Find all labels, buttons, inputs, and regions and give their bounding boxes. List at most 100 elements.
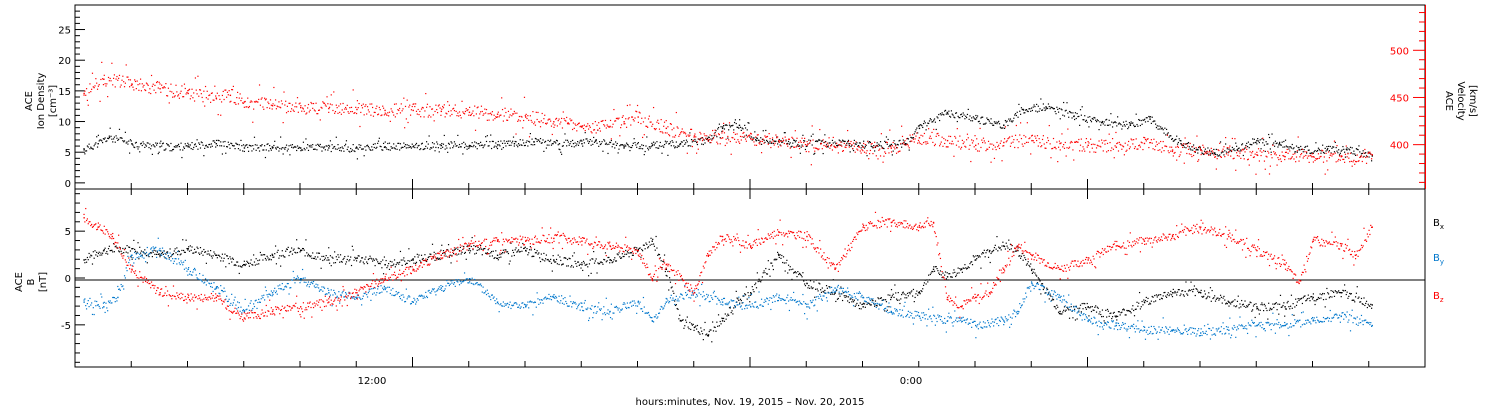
velocity-point bbox=[998, 144, 1000, 146]
bx-point bbox=[352, 249, 354, 251]
velocity-point bbox=[789, 147, 791, 149]
bx-point bbox=[234, 264, 236, 266]
velocity-point bbox=[1168, 152, 1170, 154]
density-point bbox=[420, 143, 423, 145]
density-point bbox=[725, 124, 727, 126]
density-point bbox=[1058, 107, 1061, 110]
density-point bbox=[116, 137, 118, 139]
density-point bbox=[1322, 151, 1325, 154]
density-point bbox=[188, 146, 191, 148]
bx-point bbox=[758, 278, 760, 280]
velocity-point bbox=[455, 110, 457, 113]
density-point bbox=[335, 136, 337, 138]
bx-point bbox=[847, 296, 850, 298]
density-point bbox=[485, 136, 487, 138]
density-point bbox=[1155, 126, 1158, 129]
density-point bbox=[1311, 152, 1313, 154]
velocity-point bbox=[1310, 154, 1312, 156]
bx-point bbox=[604, 252, 607, 254]
bx-point bbox=[1160, 294, 1162, 296]
velocity-point bbox=[1103, 140, 1105, 142]
bx-point bbox=[1074, 308, 1076, 310]
velocity-point bbox=[523, 96, 526, 98]
density-point bbox=[302, 141, 305, 143]
velocity-point bbox=[1300, 152, 1303, 155]
bx-point bbox=[1139, 308, 1142, 310]
by-point bbox=[94, 300, 96, 302]
velocity-point bbox=[921, 143, 923, 145]
velocity-point bbox=[687, 134, 689, 136]
velocity-point bbox=[970, 160, 972, 163]
density-point bbox=[1118, 122, 1120, 124]
velocity-point bbox=[594, 121, 596, 123]
density-point bbox=[566, 145, 568, 147]
density-point bbox=[149, 143, 151, 145]
bx-point bbox=[471, 236, 473, 239]
velocity-point bbox=[581, 125, 583, 128]
bx-point bbox=[1196, 288, 1198, 291]
bx-point bbox=[732, 313, 734, 315]
bx-point bbox=[1234, 299, 1236, 301]
density-point bbox=[1230, 150, 1233, 153]
velocity-point bbox=[658, 128, 661, 130]
velocity-point bbox=[202, 101, 204, 103]
velocity-point bbox=[527, 115, 529, 117]
velocity-point bbox=[1163, 150, 1165, 152]
velocity-point bbox=[428, 114, 430, 116]
density-point bbox=[177, 144, 179, 147]
density-point bbox=[1315, 142, 1317, 144]
bx-point bbox=[385, 259, 387, 262]
velocity-point bbox=[1260, 154, 1262, 157]
velocity-point bbox=[258, 84, 261, 86]
density-point bbox=[243, 147, 246, 149]
density-point bbox=[219, 145, 221, 147]
density-point bbox=[1238, 147, 1240, 149]
velocity-point bbox=[309, 109, 311, 111]
velocity-point bbox=[1158, 142, 1160, 144]
velocity-point bbox=[311, 102, 313, 105]
velocity-point bbox=[192, 97, 194, 99]
density-point bbox=[194, 143, 197, 145]
velocity-point bbox=[1182, 146, 1184, 149]
velocity-point bbox=[380, 114, 382, 117]
density-point bbox=[310, 144, 312, 146]
bx-point bbox=[1282, 304, 1284, 307]
velocity-point bbox=[460, 117, 462, 119]
density-point bbox=[238, 144, 240, 146]
velocity-point bbox=[1176, 145, 1179, 147]
density-point bbox=[366, 145, 368, 147]
density-point bbox=[647, 149, 650, 151]
density-point bbox=[123, 140, 126, 142]
velocity-point bbox=[894, 148, 896, 150]
velocity-point bbox=[1209, 151, 1211, 153]
velocity-point bbox=[878, 149, 880, 151]
density-point bbox=[708, 136, 710, 138]
density-point bbox=[775, 140, 777, 142]
bx-point bbox=[1102, 315, 1104, 318]
density-point bbox=[577, 144, 580, 146]
density-point bbox=[1252, 138, 1254, 140]
velocity-point bbox=[933, 144, 936, 147]
bx-point bbox=[1369, 305, 1371, 307]
bx-point bbox=[560, 259, 562, 262]
bx-point bbox=[192, 252, 194, 254]
density-point bbox=[332, 147, 334, 150]
density-point bbox=[499, 145, 501, 147]
bx-point bbox=[567, 265, 569, 267]
density-point bbox=[1215, 148, 1217, 151]
density-point bbox=[1063, 115, 1066, 117]
bx-point bbox=[896, 299, 899, 301]
bx-point bbox=[320, 267, 322, 269]
density-point bbox=[307, 144, 309, 146]
velocity-point bbox=[1232, 158, 1234, 160]
bx-point bbox=[1330, 290, 1332, 292]
bx-point bbox=[279, 255, 281, 257]
velocity-point bbox=[321, 107, 323, 109]
density-point bbox=[1071, 117, 1073, 119]
velocity-point bbox=[858, 146, 860, 148]
density-point bbox=[740, 129, 742, 132]
density-point bbox=[710, 138, 712, 140]
density-point bbox=[544, 141, 546, 143]
bx-point bbox=[932, 271, 934, 273]
bx-point bbox=[1162, 295, 1164, 297]
